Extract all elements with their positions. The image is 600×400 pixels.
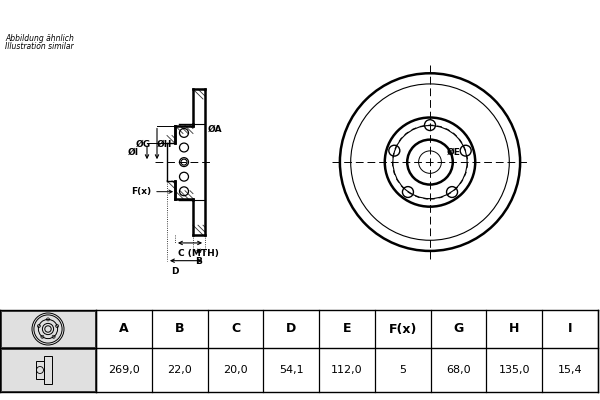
Text: H: H: [509, 322, 520, 336]
Text: ØI: ØI: [128, 148, 139, 157]
Text: I: I: [568, 322, 572, 336]
Text: Illustration similar: Illustration similar: [5, 42, 74, 51]
Text: 54,1: 54,1: [279, 365, 304, 375]
Text: E: E: [343, 322, 351, 336]
Text: B: B: [175, 322, 184, 336]
Bar: [44, 356, 52, 384]
Text: ØH: ØH: [157, 139, 172, 148]
Text: 24.0122-0222.1   422222: 24.0122-0222.1 422222: [154, 5, 446, 25]
Text: 5: 5: [399, 365, 406, 375]
Text: ØE: ØE: [447, 148, 461, 157]
Bar: [1, 311, 95, 347]
Text: 68,0: 68,0: [446, 365, 471, 375]
Text: 269,0: 269,0: [108, 365, 140, 375]
Text: C (MTH): C (MTH): [178, 249, 218, 258]
Text: ØA: ØA: [208, 125, 223, 134]
Text: 112,0: 112,0: [331, 365, 363, 375]
Text: 15,4: 15,4: [558, 365, 583, 375]
Text: 22,0: 22,0: [167, 365, 192, 375]
Bar: [1, 349, 95, 391]
Text: D: D: [286, 322, 296, 336]
Text: Abbildung ähnlich: Abbildung ähnlich: [5, 34, 74, 43]
Text: 20,0: 20,0: [223, 365, 248, 375]
Text: ØG: ØG: [136, 139, 151, 148]
Bar: [36, 361, 44, 379]
Text: B: B: [196, 257, 202, 266]
Text: 135,0: 135,0: [499, 365, 530, 375]
Text: F(x): F(x): [131, 187, 151, 196]
Text: C: C: [231, 322, 240, 336]
Text: D: D: [171, 266, 179, 276]
Text: F(x): F(x): [389, 322, 417, 336]
Text: G: G: [454, 322, 464, 336]
Text: A: A: [119, 322, 129, 336]
